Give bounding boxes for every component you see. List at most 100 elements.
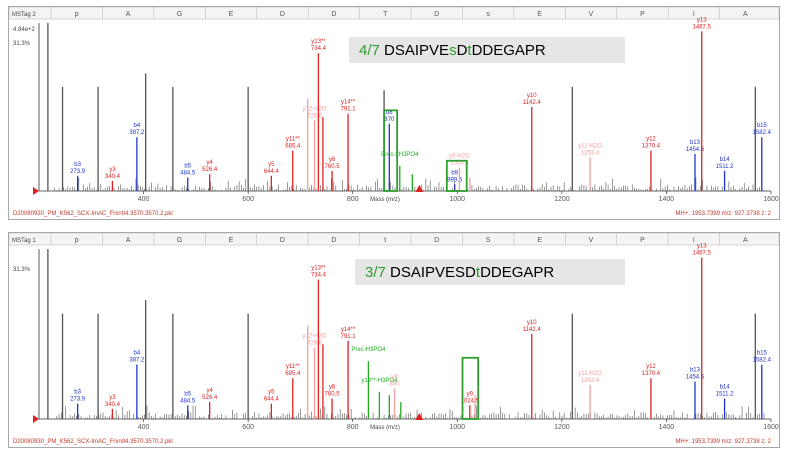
sequence-residue: S [486,237,491,244]
sequence-residue: A [743,237,748,244]
x-tick-label: 800 [347,424,359,431]
peak-ion-label: b5 [184,164,191,170]
footer-precursor-info: MH+: 1953.7399 m/z: 927.3738 z: 2 [675,439,771,445]
peak-mz-label: 644.4 [264,397,280,403]
sequence-residue: I [693,237,695,244]
peak-mz-label: 387.2 [129,130,145,136]
peak-ion-label: b15 [757,123,768,129]
peak-ion-label: y12 [646,137,656,143]
peak-mz-label: 340.4 [105,402,121,408]
peak-mz-label: 999.5 [447,177,463,183]
sequence-residue: E [229,11,234,18]
peptide-title-box [349,37,625,63]
footer-file-name: D20080930_PM_K562_SCX-ImAC_Frxn04.3570.3… [13,439,173,445]
peak-ion-label: y3 [109,395,116,401]
axis-origin-marker-icon [33,415,39,423]
sequence-residue: D [280,237,285,244]
peak-ion-label: b3 [74,390,81,396]
sequence-residue: G [177,237,182,244]
peak-ion-label: y6 [329,157,336,163]
sequence-residue: E [537,237,542,244]
peak-mz-label: 1454.6 [686,147,705,153]
x-tick-label: 1000 [449,424,465,431]
sequence-residue: A [743,11,748,18]
peak-mz-label: 726.6 [307,113,323,119]
y-percent-label: 31.3% [13,267,31,273]
peptide-title-part: 3/7 [365,264,390,281]
sequence-residue: D [331,237,336,244]
x-tick-label: 1000 [449,196,465,203]
peak-mz-label: 791.1 [341,107,357,113]
peak-mz-label: 1582.4 [753,358,772,364]
peak-ion-label: y11** [286,137,301,143]
peak-mz-label: 1024.5 [450,160,469,166]
panel-tag: MSTag 2 [12,12,36,18]
peak-mz-label: 870 [384,117,395,123]
peak-mz-label: 340.4 [105,174,121,180]
peak-mz-label: 734.4 [311,46,327,52]
x-tick-label: 1600 [763,424,779,431]
highlight-box [445,159,468,192]
peak-mz-label: 1253.4 [581,150,600,156]
x-tick-label: 400 [138,424,150,431]
peptide-title-part: s [449,42,457,59]
peak-mz-label: 734.4 [311,273,327,279]
peak-mz-label: 760.5 [325,164,341,170]
peak-ion-label: b9 [451,170,458,176]
peak-mz-label: 1142.4 [523,327,542,333]
peak-ion-label: b13 [690,140,701,146]
footer-precursor-info: MH+: 1953.7399 m/z: 927.3738 z: 2 [675,211,771,217]
peak-mz-label: 1370.4 [642,371,661,377]
peak-ion-label: b14 [720,157,731,163]
peptide-title-part: t [467,42,472,59]
peak-ion-label: y13 [697,17,707,23]
peak-mz-label: 1582.4 [753,130,772,136]
sequence-residue: A [126,11,131,18]
x-tick-label: 1200 [554,424,570,431]
peak-ion-label: y14** [341,100,356,106]
sequence-residue: E [229,237,234,244]
peptide-title-part: DSAIPVESD [390,264,476,281]
peak-mz-label: 387.2 [129,358,145,364]
sequence-residue: P [640,237,645,244]
peak-ion-label: y13** [311,266,326,272]
sequence-residue: G [177,11,182,18]
peak-ion-label: y9 [467,391,474,397]
peak-ion-label: b14 [720,385,731,391]
sequence-residue: P [640,11,645,18]
peak-mz-label: 273.9 [70,169,86,175]
peak-ion-label: y8 [391,374,398,380]
peak-mz-label: 1370.4 [642,144,661,150]
x-tick-label: 1600 [763,196,779,203]
peak-ion-label: y5 [268,390,275,396]
peak-ion-label: y14**-H3PO4 [361,378,398,384]
peak-ion-label: b4 [134,123,141,129]
sequence-residue: T [383,11,388,18]
peptide-title-box [355,259,625,285]
peak-mz-label: 791.1 [341,334,357,340]
sequence-residue: D [280,11,285,18]
peak-ion-label: y12 [646,364,656,370]
precursor-marker-icon [415,185,424,192]
sequence-residue: V [589,237,594,244]
peak-mz-label: 526.4 [202,395,218,401]
peak-mz-label: 1253.4 [581,378,600,384]
peptide-title-part: D [457,42,468,59]
peak-ion-label: y12-H2O [303,334,327,340]
peak-mz-label: 1467.5 [693,24,712,30]
peak-ion-label: y9-H2O [449,153,470,159]
peak-ion-label: Prec-2H3PO4 [381,152,419,158]
peak-mz-label: 1142.4 [523,100,542,106]
peak-ion-label: y4 [206,388,213,394]
peak-mz-label: 685.4 [285,144,301,150]
peak-ion-label: b4 [134,351,141,357]
x-tick-label: 1200 [554,196,570,203]
peptide-title-part: 4/7 [359,42,384,59]
peak-ion-label: b8 [386,110,393,116]
sequence-residue: t [384,237,386,244]
y-percent-label: 31.3% [13,41,31,47]
sequence-header-band [9,7,779,20]
